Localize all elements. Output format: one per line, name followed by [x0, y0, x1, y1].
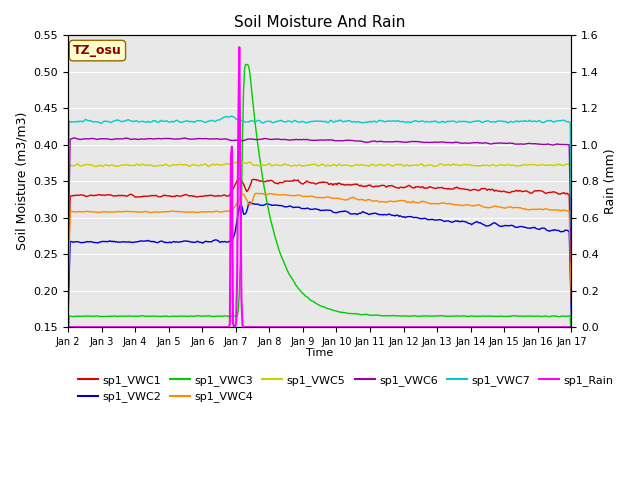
sp1_Rain — [236, 44, 243, 50]
sp1_VWC2 — [246, 199, 253, 205]
sp1_VWC6 — [278, 137, 285, 143]
sp1_Rain — [435, 324, 443, 330]
sp1_VWC6 — [70, 135, 78, 141]
sp1_VWC4 — [568, 298, 575, 303]
sp1_VWC2 — [371, 210, 379, 216]
sp1_VWC3 — [371, 312, 379, 318]
sp1_VWC1 — [64, 290, 72, 296]
sp1_VWC3 — [242, 61, 250, 67]
Legend: sp1_VWC1, sp1_VWC2, sp1_VWC3, sp1_VWC4, sp1_VWC5, sp1_VWC6, sp1_VWC7, sp1_Rain: sp1_VWC1, sp1_VWC2, sp1_VWC3, sp1_VWC4, … — [74, 371, 618, 407]
sp1_VWC7 — [522, 119, 530, 124]
sp1_VWC6 — [568, 259, 575, 264]
sp1_VWC5 — [347, 164, 355, 169]
sp1_VWC3 — [64, 353, 72, 359]
sp1_VWC4 — [64, 299, 72, 304]
sp1_VWC4 — [347, 195, 355, 201]
sp1_VWC5 — [232, 159, 240, 165]
sp1_VWC4 — [371, 198, 379, 204]
sp1_VWC7 — [278, 118, 285, 123]
sp1_VWC5 — [522, 162, 530, 168]
sp1_VWC1 — [347, 182, 355, 188]
Line: sp1_VWC7: sp1_VWC7 — [68, 116, 572, 228]
sp1_Rain — [221, 324, 228, 330]
sp1_VWC2 — [64, 316, 72, 322]
Title: Soil Moisture And Rain: Soil Moisture And Rain — [234, 15, 405, 30]
Text: TZ_osu: TZ_osu — [73, 44, 122, 57]
sp1_Rain — [278, 324, 285, 330]
sp1_Rain — [522, 324, 530, 330]
sp1_VWC3 — [221, 313, 228, 319]
sp1_VWC2 — [522, 225, 530, 230]
sp1_VWC2 — [221, 239, 228, 244]
sp1_VWC1 — [278, 180, 285, 185]
sp1_VWC7 — [347, 119, 355, 124]
sp1_VWC3 — [522, 313, 530, 319]
sp1_VWC5 — [435, 161, 443, 167]
sp1_Rain — [347, 324, 355, 330]
X-axis label: Time: Time — [306, 348, 333, 358]
sp1_VWC6 — [371, 138, 379, 144]
sp1_VWC7 — [221, 114, 228, 120]
sp1_VWC4 — [522, 207, 530, 213]
sp1_VWC1 — [236, 176, 243, 181]
sp1_VWC7 — [568, 225, 575, 231]
Line: sp1_VWC3: sp1_VWC3 — [68, 64, 572, 356]
sp1_VWC4 — [435, 201, 443, 207]
sp1_Rain — [64, 324, 72, 330]
sp1_VWC5 — [568, 253, 575, 259]
sp1_Rain — [568, 324, 575, 330]
sp1_VWC4 — [253, 191, 261, 196]
sp1_VWC5 — [371, 163, 379, 168]
sp1_VWC7 — [64, 224, 72, 229]
sp1_VWC1 — [435, 185, 443, 191]
Line: sp1_VWC6: sp1_VWC6 — [68, 138, 572, 262]
sp1_VWC1 — [371, 183, 379, 189]
sp1_VWC5 — [64, 254, 72, 260]
Line: sp1_VWC4: sp1_VWC4 — [68, 193, 572, 301]
sp1_VWC3 — [347, 311, 355, 316]
sp1_VWC3 — [435, 313, 443, 319]
sp1_VWC6 — [522, 141, 530, 147]
sp1_VWC4 — [221, 209, 228, 215]
sp1_VWC2 — [568, 312, 575, 317]
Y-axis label: Soil Moisture (m3/m3): Soil Moisture (m3/m3) — [15, 112, 28, 251]
sp1_Rain — [371, 324, 379, 330]
sp1_VWC1 — [221, 192, 228, 198]
sp1_VWC2 — [435, 217, 443, 223]
sp1_VWC7 — [435, 120, 443, 125]
Line: sp1_VWC1: sp1_VWC1 — [68, 179, 572, 293]
sp1_VWC6 — [222, 136, 230, 142]
sp1_VWC1 — [522, 188, 530, 194]
sp1_VWC5 — [221, 161, 228, 167]
Line: sp1_VWC2: sp1_VWC2 — [68, 202, 572, 319]
sp1_VWC7 — [227, 113, 235, 119]
sp1_VWC2 — [278, 203, 285, 208]
sp1_VWC3 — [278, 253, 285, 259]
sp1_VWC6 — [64, 256, 72, 262]
sp1_VWC7 — [371, 118, 379, 124]
sp1_VWC3 — [568, 353, 575, 359]
sp1_VWC6 — [347, 138, 355, 144]
sp1_VWC6 — [435, 139, 443, 145]
sp1_VWC5 — [278, 163, 285, 168]
sp1_VWC1 — [568, 288, 575, 293]
Line: sp1_Rain: sp1_Rain — [68, 47, 572, 327]
sp1_VWC4 — [278, 192, 285, 198]
sp1_VWC2 — [347, 211, 355, 217]
Y-axis label: Rain (mm): Rain (mm) — [604, 148, 618, 214]
Line: sp1_VWC5: sp1_VWC5 — [68, 162, 572, 257]
